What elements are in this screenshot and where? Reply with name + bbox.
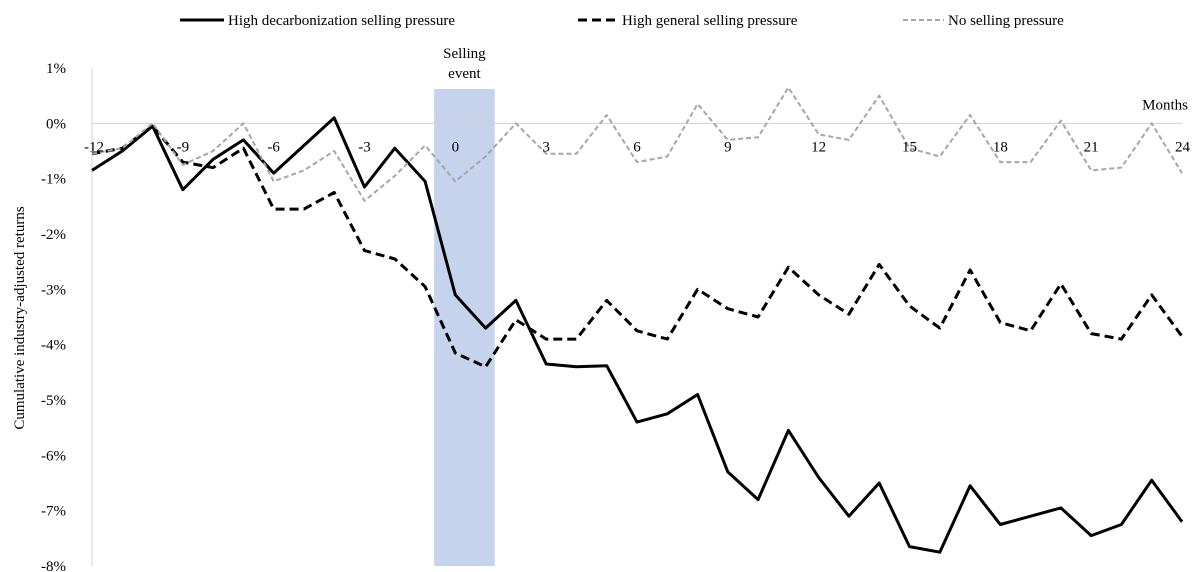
y-tick-label: 0% bbox=[46, 116, 66, 132]
series-line-3 bbox=[91, 86, 1183, 202]
y-tick-label: 1% bbox=[46, 61, 66, 77]
x-tick-label: 3 bbox=[542, 139, 550, 155]
selling-event-label-line: Selling bbox=[443, 46, 486, 62]
y-tick-label: -4% bbox=[41, 338, 66, 354]
x-tick-label: 24 bbox=[1175, 139, 1191, 155]
y-tick-label: -1% bbox=[41, 172, 66, 188]
legend-label-2: High general selling pressure bbox=[622, 13, 798, 29]
selling-event-label-line: event bbox=[448, 66, 481, 82]
x-tick-label: -12 bbox=[84, 139, 104, 155]
x-tick-label: 18 bbox=[993, 139, 1008, 155]
x-tick-label: 15 bbox=[902, 139, 917, 155]
legend-label-1: High decarbonization selling pressure bbox=[228, 13, 455, 29]
series-line-2 bbox=[91, 124, 1184, 369]
x-axis-label: Months bbox=[1142, 97, 1188, 113]
x-tick-label: 9 bbox=[724, 139, 732, 155]
axes bbox=[91, 68, 1182, 566]
y-tick-label: -8% bbox=[41, 559, 66, 572]
y-tick-label: -2% bbox=[41, 227, 66, 243]
y-tick-label: -7% bbox=[41, 504, 66, 520]
y-tick-label: -6% bbox=[41, 448, 66, 464]
x-tick-label: 21 bbox=[1084, 139, 1099, 155]
x-tick-label: -6 bbox=[267, 139, 280, 155]
y-axis-label: Cumulative industry-adjusted returns bbox=[12, 206, 28, 429]
legend: High decarbonization selling pressure Hig… bbox=[180, 13, 1064, 29]
y-tick-label: -5% bbox=[41, 393, 66, 409]
series-lines bbox=[91, 86, 1184, 554]
x-tick-label: 6 bbox=[633, 139, 641, 155]
series-line-1 bbox=[91, 116, 1184, 554]
x-tick-label: 0 bbox=[452, 139, 460, 155]
x-tick-label: -9 bbox=[177, 139, 190, 155]
x-tick-label: -3 bbox=[358, 139, 371, 155]
legend-label-3: No selling pressure bbox=[948, 13, 1064, 29]
tick-labels: 1% 0% -1% -2% -3% -4% -5% -6% -7% -8% -12 -9 -6 -3 0 3 6… bbox=[41, 61, 1191, 572]
y-tick-label: -3% bbox=[41, 282, 66, 298]
x-tick-label: 12 bbox=[811, 139, 826, 155]
